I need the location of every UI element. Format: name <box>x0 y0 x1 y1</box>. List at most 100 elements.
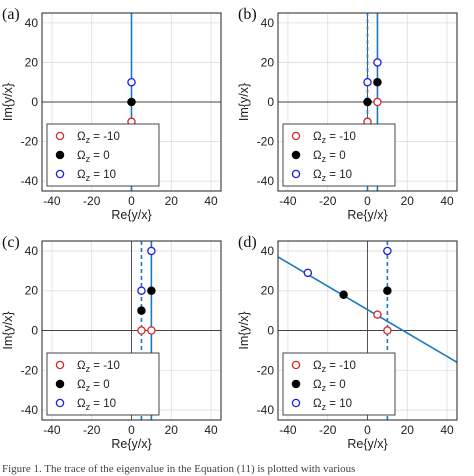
panel-3: -40 -20 0 20 40 -40 -20 0 20 40 Re{y/x} Im{y/x} (c) Ω… <box>1 234 222 451</box>
legend-marker <box>291 360 301 370</box>
y-tick-label: 20 <box>25 55 39 69</box>
legend-label: Ωz = 10 <box>77 169 116 183</box>
eigenvalue-point <box>383 246 392 256</box>
legend-marker <box>55 131 65 141</box>
eigenvalue-point <box>383 326 392 335</box>
panel-2: -40 -20 0 20 40 -40 -20 0 20 40 Re{y/x} Im{y/x} (b) Ω… <box>237 6 458 222</box>
x-axis-label: Re{y/x} <box>347 437 387 451</box>
legend-box <box>46 352 160 416</box>
eigenvalue-point <box>363 77 372 87</box>
legend-marker <box>55 360 65 370</box>
y-tick-label: -40 <box>21 174 39 188</box>
x-tick-label: 40 <box>440 194 454 208</box>
eigenvalue-point <box>303 268 313 278</box>
y-tick-label: 0 <box>31 95 38 109</box>
y-tick-label: 40 <box>25 244 39 258</box>
legend-marker <box>55 169 65 179</box>
plot-frame <box>277 12 458 192</box>
legend-label: Ωz = -10 <box>77 360 120 374</box>
legend-marker <box>291 150 301 160</box>
x-tick-label: -40 <box>43 423 61 437</box>
y-tick-label: -40 <box>257 403 275 417</box>
x-tick-label: 20 <box>401 423 415 437</box>
x-tick-label: 0 <box>128 423 135 437</box>
y-tick-label: -20 <box>21 363 39 377</box>
y-tick-label: 20 <box>25 284 39 298</box>
y-tick-label: -20 <box>257 363 275 377</box>
panel-4: -40 -20 0 20 40 -40 -20 0 20 40 Re{y/x} Im{y/x} (d) Ω… <box>237 234 458 451</box>
eigenvalue-point <box>127 97 136 107</box>
x-axis-label: Re{y/x} <box>347 208 387 222</box>
eigenvalue-point <box>383 286 392 295</box>
legend-marker <box>291 398 301 408</box>
y-tick-label: 40 <box>25 16 39 30</box>
y-tick-label: 0 <box>267 95 274 109</box>
x-axis-label: Re{y/x} <box>111 208 151 222</box>
plot-frame <box>41 240 222 421</box>
legend-label: Ωz = 10 <box>313 169 352 183</box>
x-tick-label: 40 <box>204 194 218 208</box>
eigenvalue-point <box>363 97 372 107</box>
y-tick-label: 0 <box>267 324 274 338</box>
eigenvalue-point <box>147 326 156 335</box>
x-tick-label: -40 <box>43 194 61 208</box>
panel-label: (a) <box>2 6 20 23</box>
eigenvalue-point <box>137 326 146 335</box>
legend-label: Ωz = 0 <box>77 379 110 393</box>
x-tick-label: -20 <box>319 423 337 437</box>
eigenvalue-point <box>373 97 382 107</box>
legend: Ωz = -10 Ωz = 0 Ωz = 10 <box>46 123 160 187</box>
legend-box <box>282 123 396 187</box>
panel-label: (b) <box>238 6 257 23</box>
legend-label: Ωz = -10 <box>77 131 120 145</box>
legend-marker <box>55 150 65 160</box>
eigenvalue-point <box>373 58 382 67</box>
x-tick-label: -40 <box>279 194 297 208</box>
eigenvalue-point <box>373 77 382 87</box>
x-tick-label: 0 <box>128 194 135 208</box>
y-axis-label: Im{y/x} <box>1 311 15 349</box>
y-tick-label: -40 <box>21 403 39 417</box>
y-axis-label: Im{y/x} <box>237 83 251 121</box>
y-tick-label: 40 <box>261 16 275 30</box>
y-tick-label: -20 <box>257 135 275 149</box>
x-tick-label: 0 <box>364 423 371 437</box>
legend-marker <box>55 379 65 389</box>
y-tick-label: 40 <box>261 244 275 258</box>
legend-label: Ωz = 10 <box>77 398 116 412</box>
y-tick-label: 0 <box>31 324 38 338</box>
legend-label: Ωz = 0 <box>313 379 346 393</box>
x-tick-label: -40 <box>279 423 297 437</box>
plot-frame <box>277 240 458 421</box>
y-tick-label: 20 <box>261 55 275 69</box>
legend-marker <box>291 169 301 179</box>
legend-label: Ωz = -10 <box>313 360 356 374</box>
eigenvalue-point <box>147 246 156 256</box>
legend-label: Ωz = 0 <box>313 150 346 164</box>
x-tick-label: 40 <box>440 423 454 437</box>
legend: Ωz = -10 Ωz = 0 Ωz = 10 <box>282 123 396 187</box>
legend-marker <box>55 398 65 408</box>
eigenvalue-point <box>147 286 156 295</box>
y-axis-label: Im{y/x} <box>237 311 251 349</box>
panel-label: (d) <box>238 234 257 251</box>
panel-label: (c) <box>2 234 20 251</box>
legend-marker <box>291 131 301 141</box>
y-tick-label: -20 <box>21 135 39 149</box>
x-tick-label: 40 <box>204 423 218 437</box>
x-tick-label: -20 <box>83 194 101 208</box>
eigenvalue-point <box>373 310 382 319</box>
eigenvalue-point <box>339 290 348 299</box>
plot-frame <box>41 12 222 192</box>
y-tick-label: -40 <box>257 174 275 188</box>
legend: Ωz = -10 Ωz = 0 Ωz = 10 <box>282 352 396 416</box>
x-tick-label: -20 <box>83 423 101 437</box>
x-tick-label: 20 <box>165 194 179 208</box>
eigenvalue-point <box>137 286 146 295</box>
x-tick-label: 20 <box>165 423 179 437</box>
legend-box <box>282 352 396 416</box>
x-tick-label: 0 <box>364 194 371 208</box>
y-tick-label: 20 <box>261 284 275 298</box>
legend-box <box>46 123 160 187</box>
